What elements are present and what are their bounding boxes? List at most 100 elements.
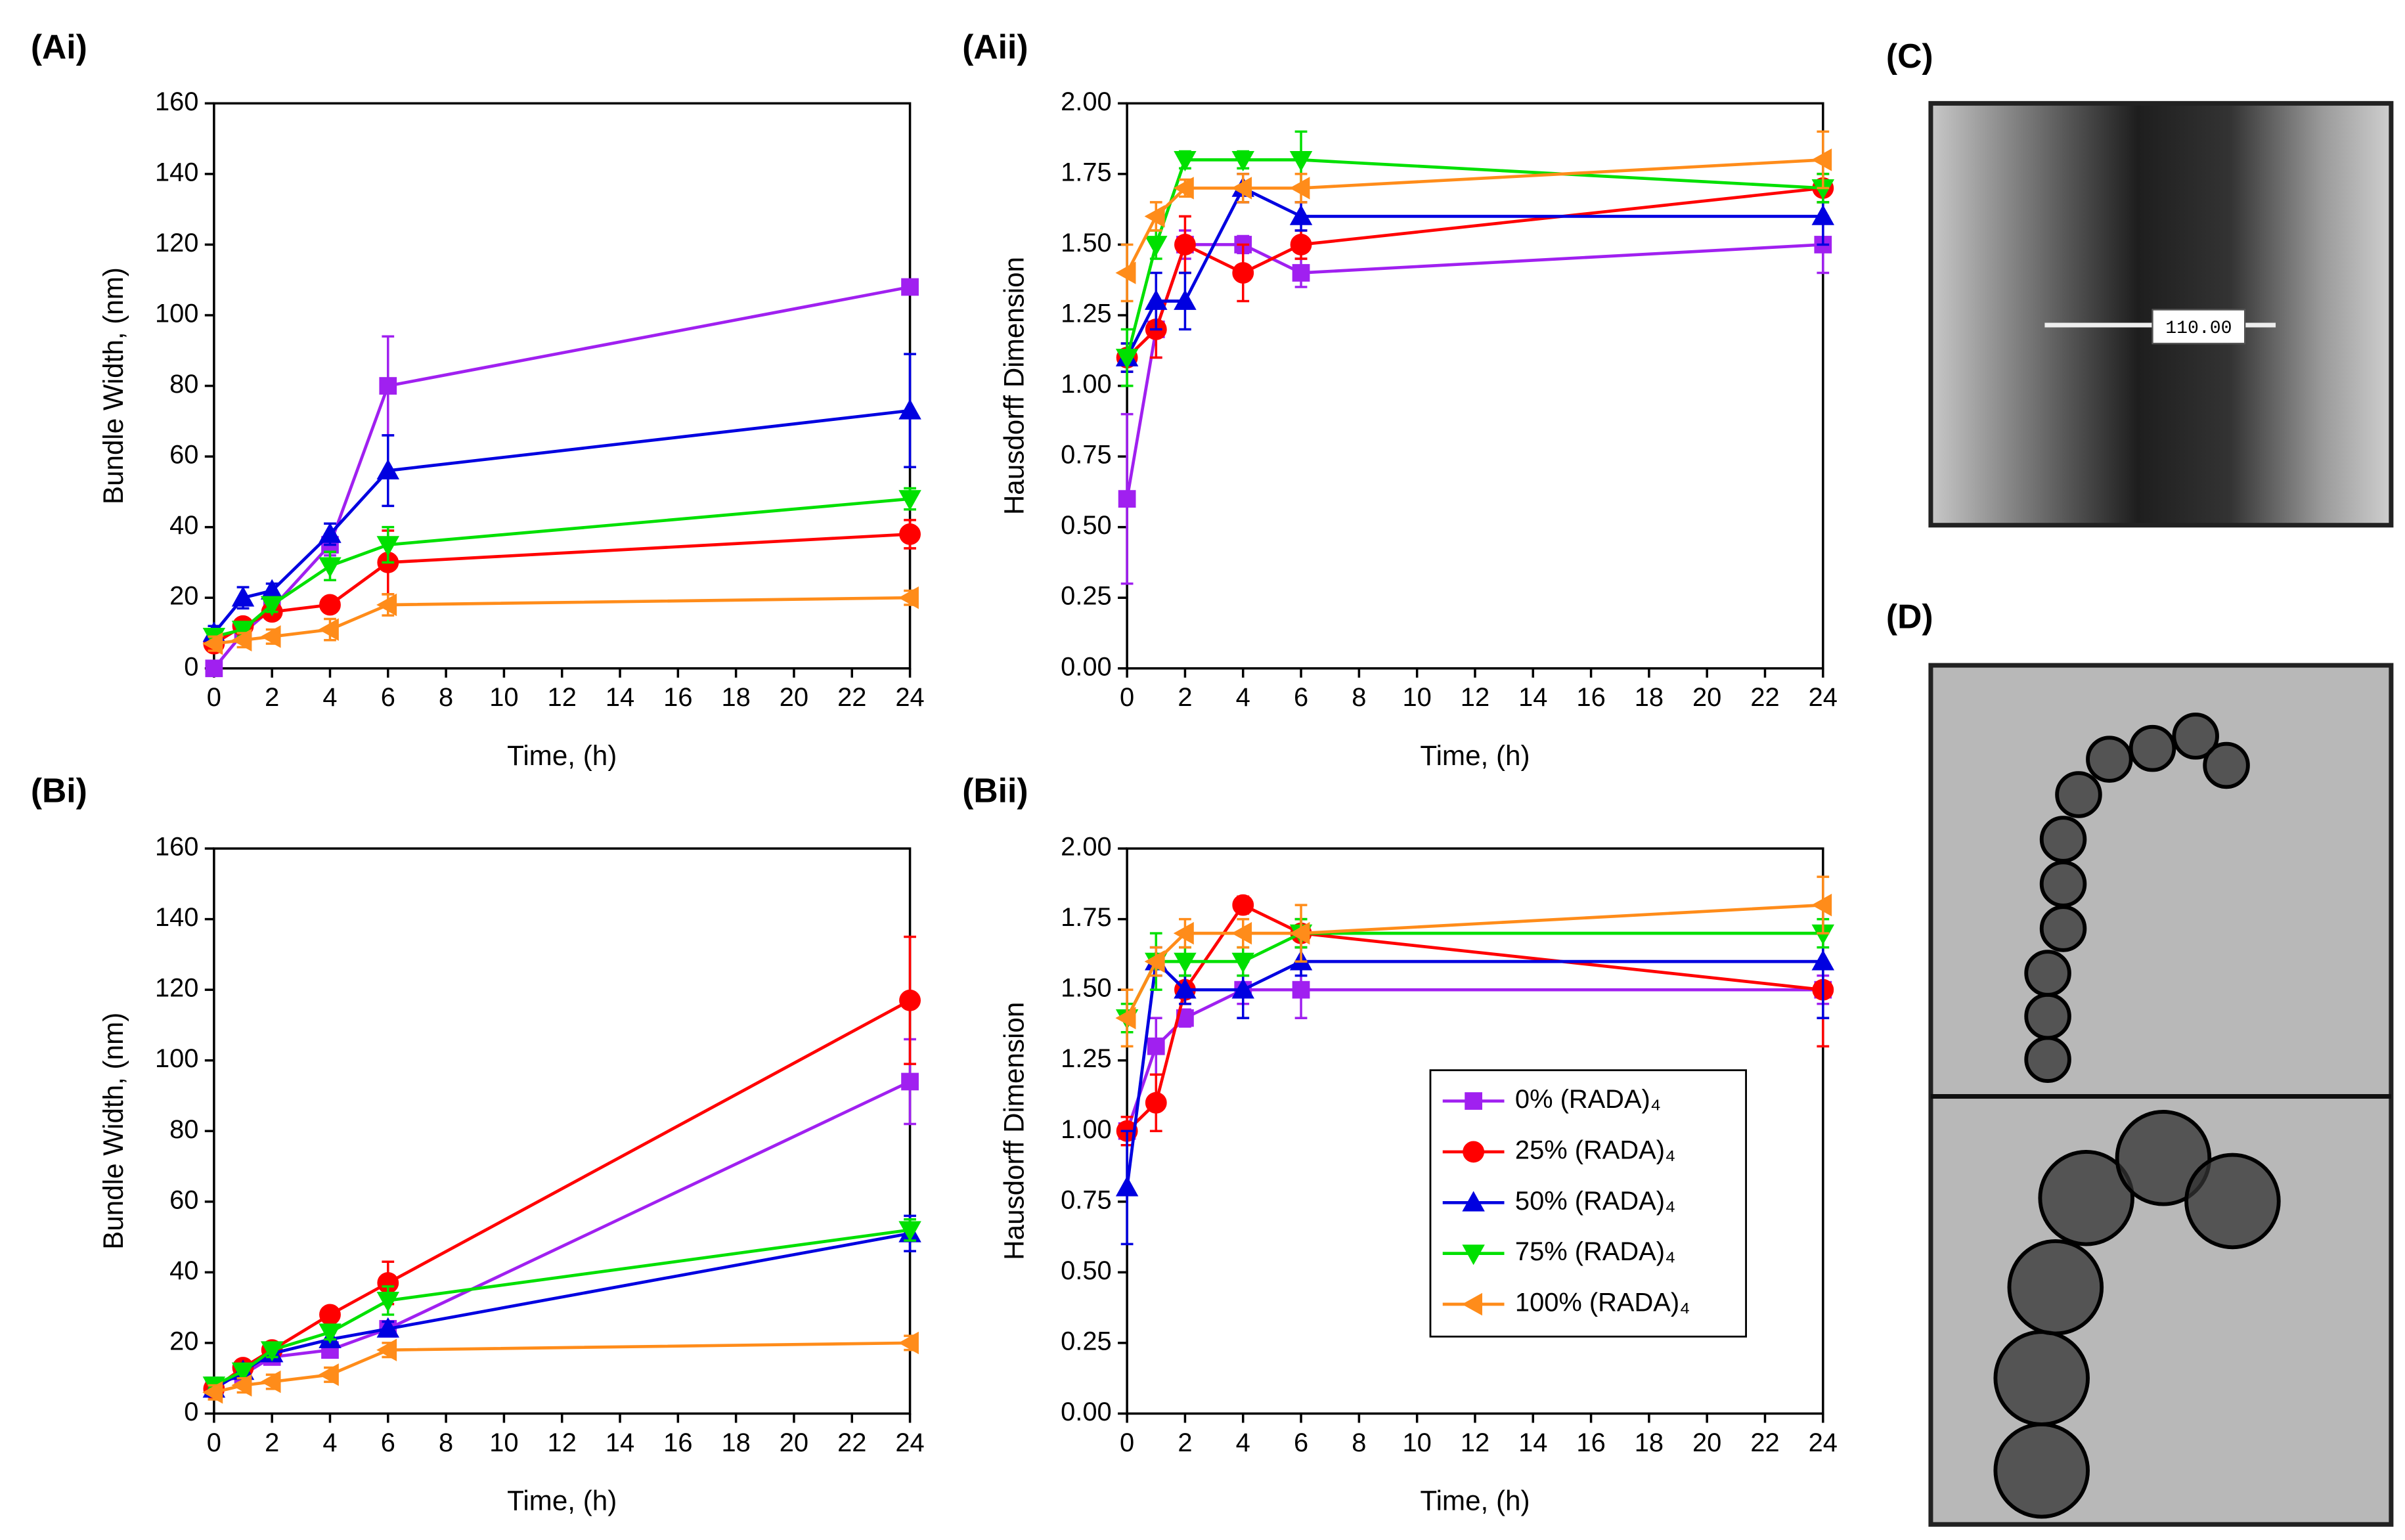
y-tick-label: 140 xyxy=(155,158,198,187)
series-line xyxy=(213,285,910,670)
x-tick-label: 24 xyxy=(1809,683,1838,712)
x-axis-label: Time, (h) xyxy=(1420,1485,1530,1516)
data-point xyxy=(1174,952,1197,973)
data-point xyxy=(231,1362,255,1383)
panel-label: (Ai) xyxy=(31,28,87,66)
x-tick-label: 14 xyxy=(606,1428,634,1457)
x-tick-label: 16 xyxy=(663,1428,692,1457)
y-tick-label: 80 xyxy=(169,1115,198,1144)
x-tick-label: 4 xyxy=(322,1428,337,1457)
data-point xyxy=(318,618,339,641)
data-point xyxy=(901,1072,919,1091)
x-tick-label: 6 xyxy=(381,1428,395,1457)
x-tick-label: 16 xyxy=(1576,683,1605,712)
data-point xyxy=(231,586,255,607)
x-tick-label: 22 xyxy=(837,1428,866,1457)
x-tick-label: 14 xyxy=(1518,683,1547,712)
x-tick-label: 0 xyxy=(207,683,221,712)
x-tick-label: 6 xyxy=(381,683,395,712)
data-point xyxy=(1145,289,1168,310)
x-tick-label: 10 xyxy=(489,1428,518,1457)
x-tick-label: 2 xyxy=(265,683,279,712)
panel-label: (Aii) xyxy=(962,28,1028,66)
data-point xyxy=(1174,289,1197,310)
data-point xyxy=(1115,1176,1139,1197)
data-point xyxy=(899,989,921,1011)
data-point xyxy=(1147,1037,1165,1055)
data-point xyxy=(1145,236,1168,257)
series-line xyxy=(213,999,911,1390)
series-line xyxy=(1126,186,1823,359)
data-point xyxy=(1811,148,1832,171)
series-line xyxy=(1126,903,1823,1019)
data-point xyxy=(1289,177,1310,200)
y-tick-label: 0 xyxy=(184,652,198,681)
data-point xyxy=(319,557,342,578)
data-point xyxy=(1232,894,1254,916)
x-tick-label: 6 xyxy=(1294,683,1308,712)
data-point xyxy=(1115,349,1139,370)
data-point xyxy=(202,1380,223,1404)
x-tick-label: 20 xyxy=(780,1428,808,1457)
legend-marker xyxy=(1461,1292,1482,1316)
x-tick-label: 4 xyxy=(1236,683,1250,712)
legend-marker xyxy=(1462,1191,1485,1212)
legend-marker xyxy=(1463,1141,1485,1163)
x-tick-label: 2 xyxy=(1178,1428,1192,1457)
data-point xyxy=(899,523,921,545)
data-point xyxy=(205,659,223,678)
data-point xyxy=(1174,978,1197,999)
data-point xyxy=(260,1341,284,1362)
panel-label: (Bii) xyxy=(962,771,1028,809)
data-point xyxy=(1811,893,1832,917)
y-tick-label: 0.75 xyxy=(1061,1185,1112,1214)
x-tick-label: 10 xyxy=(489,683,518,712)
data-point xyxy=(1289,204,1313,225)
series-line xyxy=(213,1080,911,1387)
y-tick-label: 20 xyxy=(169,582,198,611)
x-tick-label: 12 xyxy=(548,1428,577,1457)
x-tick-label: 0 xyxy=(207,1428,221,1457)
data-point xyxy=(898,399,921,420)
plot-frame xyxy=(213,102,912,670)
x-tick-label: 18 xyxy=(1635,1428,1664,1457)
data-point xyxy=(376,593,397,617)
data-point xyxy=(1174,151,1197,172)
data-point xyxy=(898,490,921,511)
data-point xyxy=(1231,978,1254,999)
data-point xyxy=(1144,205,1165,228)
series-line xyxy=(213,533,910,646)
x-tick-label: 18 xyxy=(721,683,750,712)
tem-image-d xyxy=(1928,663,2394,1527)
data-point xyxy=(1289,151,1313,172)
y-tick-label: 120 xyxy=(155,974,198,1003)
y-tick-label: 120 xyxy=(155,229,198,257)
data-point xyxy=(1811,950,1835,971)
panel-label: (Bi) xyxy=(31,771,87,809)
y-tick-label: 0.50 xyxy=(1061,1256,1112,1285)
y-tick-label: 0.50 xyxy=(1061,511,1112,540)
x-axis-label: Time, (h) xyxy=(1420,740,1530,771)
series-line xyxy=(1125,158,1823,359)
y-tick-label: 1.50 xyxy=(1061,229,1112,257)
y-tick-label: 1.25 xyxy=(1061,1044,1112,1073)
data-point xyxy=(319,522,342,543)
x-tick-label: 0 xyxy=(1120,1428,1134,1457)
x-tick-label: 12 xyxy=(1461,683,1489,712)
x-tick-label: 20 xyxy=(1692,1428,1721,1457)
data-point xyxy=(231,628,252,651)
y-tick-label: 60 xyxy=(169,441,198,470)
series-line xyxy=(1125,958,1823,1188)
x-tick-label: 2 xyxy=(265,1428,279,1457)
data-point xyxy=(319,594,341,616)
data-point xyxy=(1173,177,1194,200)
data-point xyxy=(319,1323,342,1344)
series-line xyxy=(1126,158,1823,274)
x-tick-label: 16 xyxy=(1576,1428,1605,1457)
series-line xyxy=(1125,243,1823,500)
tem-image-c xyxy=(1928,100,2394,528)
x-tick-label: 22 xyxy=(1750,683,1779,712)
data-point xyxy=(202,632,223,655)
y-tick-label: 2.00 xyxy=(1061,87,1112,116)
data-point xyxy=(1115,261,1136,284)
